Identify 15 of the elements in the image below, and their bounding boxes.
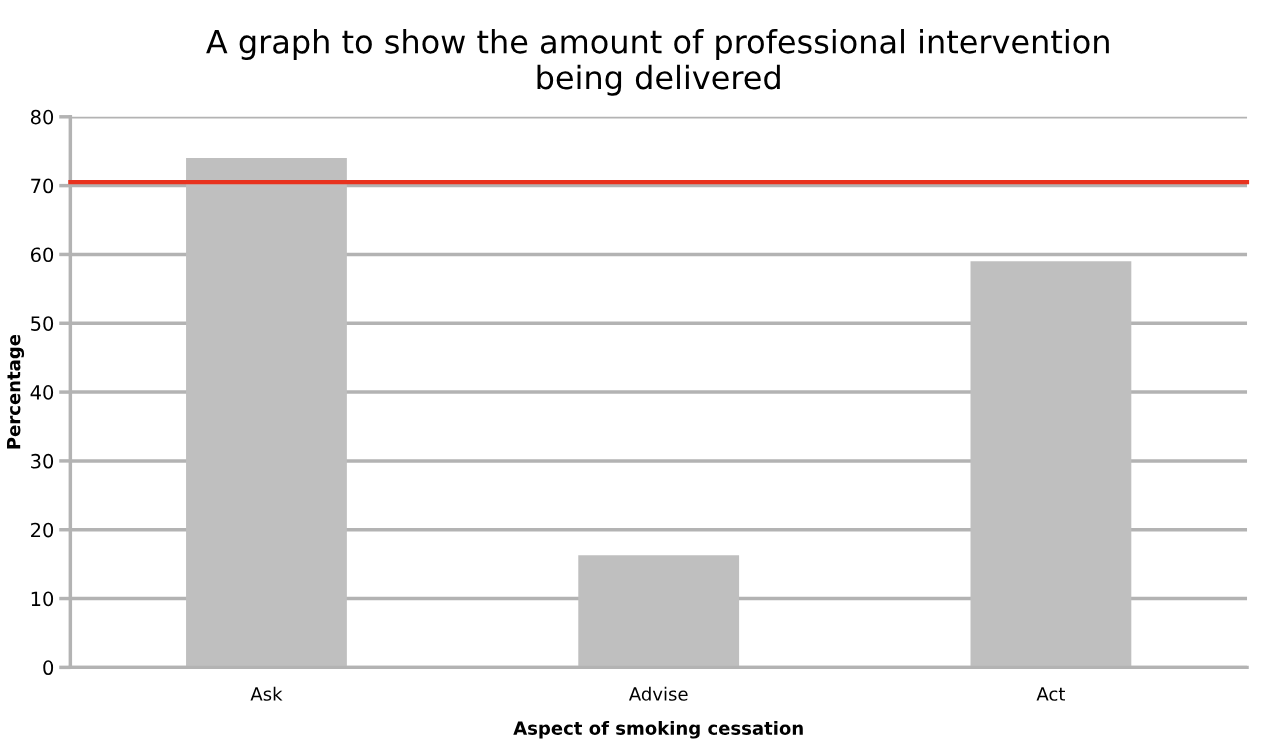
y-tick-label: 20 (31, 522, 54, 538)
y-tick-label: 50 (31, 316, 54, 331)
x-tick-label: Advise (628, 686, 688, 701)
x-axis-title: Aspect of smoking cessation (513, 720, 803, 739)
y-tick-label: 40 (30, 385, 54, 400)
y-tick-label: 0 (43, 660, 54, 676)
x-tick-label: Act (1036, 687, 1065, 701)
y-tick-label: 70 (31, 178, 54, 194)
y-tick-label: 10 (31, 591, 54, 607)
y-axis-title: Percentage (7, 334, 25, 449)
x-tick-label: Ask (250, 686, 283, 701)
y-tick-label: 30 (31, 453, 54, 469)
y-tick-label: 60 (30, 247, 54, 263)
y-tick-label: 80 (30, 109, 54, 125)
chart-title: A graph to show the amount of professional intervention being delivered (206, 28, 1109, 96)
